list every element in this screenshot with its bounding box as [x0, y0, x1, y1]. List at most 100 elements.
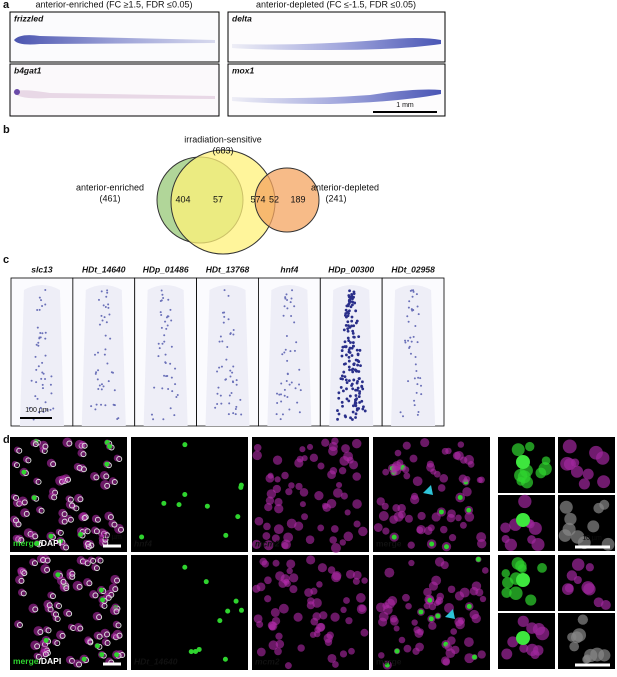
image-grid	[9, 11, 446, 117]
cell	[159, 311, 162, 314]
cell	[272, 455, 283, 465]
tissue	[205, 285, 250, 426]
cell	[107, 306, 110, 309]
cell	[336, 409, 339, 412]
cell	[509, 586, 523, 600]
cell	[361, 577, 368, 584]
cell	[577, 614, 589, 625]
cell	[281, 353, 284, 356]
cell	[451, 645, 460, 655]
cell	[228, 394, 231, 397]
cell	[337, 396, 341, 400]
cell	[35, 381, 38, 384]
cell	[412, 335, 415, 338]
cell	[275, 639, 285, 649]
cell	[464, 637, 474, 647]
cell	[220, 402, 223, 405]
cell	[273, 524, 284, 535]
cell	[217, 386, 220, 389]
cell	[50, 392, 53, 395]
cell	[417, 376, 420, 379]
channel-label: mcm2	[255, 656, 280, 666]
cell	[223, 315, 226, 318]
cell	[164, 361, 167, 364]
cell	[570, 631, 583, 644]
cell	[452, 451, 461, 460]
nucleus	[32, 441, 39, 448]
cell	[95, 403, 98, 406]
cell	[105, 321, 108, 324]
nucleus	[45, 627, 52, 634]
channel-merge: merge	[13, 656, 39, 666]
cell	[347, 312, 350, 315]
cell	[256, 582, 266, 592]
cell	[224, 378, 227, 381]
cell	[218, 340, 221, 343]
heading: anterior-enriched (FC ≥1.5, FDR ≤0.05)	[36, 0, 193, 9]
cell	[416, 383, 419, 386]
cell	[339, 539, 346, 546]
nucleus	[113, 608, 120, 615]
cell	[319, 611, 328, 620]
nucleus	[81, 514, 88, 521]
cell	[327, 566, 336, 574]
cell	[228, 402, 231, 405]
cell	[98, 323, 101, 326]
nucleus	[85, 540, 92, 547]
cell	[464, 512, 475, 522]
nucleus	[49, 593, 56, 600]
cell	[161, 500, 167, 506]
cell	[391, 534, 397, 540]
cell	[218, 366, 221, 369]
cell	[256, 620, 264, 628]
cell	[351, 331, 355, 335]
cell	[231, 371, 234, 374]
cell	[411, 619, 418, 626]
cell	[408, 300, 411, 303]
cell	[164, 353, 167, 356]
cell	[564, 512, 577, 526]
cell	[162, 418, 165, 421]
worm	[232, 38, 441, 50]
cell	[99, 652, 105, 658]
cell	[428, 616, 434, 622]
nucleus	[94, 516, 101, 523]
cell	[348, 368, 351, 372]
cell	[317, 462, 325, 470]
cell	[352, 324, 356, 328]
cell	[306, 443, 314, 451]
cell	[349, 305, 353, 309]
cell	[593, 597, 604, 608]
cell	[36, 308, 39, 311]
nucleus	[76, 583, 83, 590]
cell	[384, 567, 395, 578]
cell	[276, 402, 279, 405]
cell	[581, 581, 595, 594]
cell	[301, 455, 308, 462]
cell	[49, 383, 52, 386]
cell	[339, 386, 343, 389]
cell	[357, 335, 361, 339]
cell	[417, 511, 426, 521]
nucleus	[103, 473, 110, 480]
cell	[182, 564, 188, 570]
cell	[350, 354, 354, 357]
cell	[560, 456, 574, 471]
nucleus	[13, 494, 20, 501]
cell	[37, 365, 40, 368]
cell	[339, 377, 343, 381]
cell	[160, 326, 163, 329]
nucleus	[104, 482, 111, 489]
cell	[347, 365, 351, 369]
cell	[355, 397, 359, 401]
cell	[163, 374, 166, 377]
cell	[294, 387, 297, 390]
cell	[431, 512, 441, 522]
cell	[107, 303, 110, 306]
cell	[349, 296, 353, 300]
cell	[162, 296, 165, 299]
cell	[351, 367, 355, 371]
cell	[157, 355, 160, 358]
nucleus	[111, 521, 118, 528]
cell	[417, 313, 420, 316]
